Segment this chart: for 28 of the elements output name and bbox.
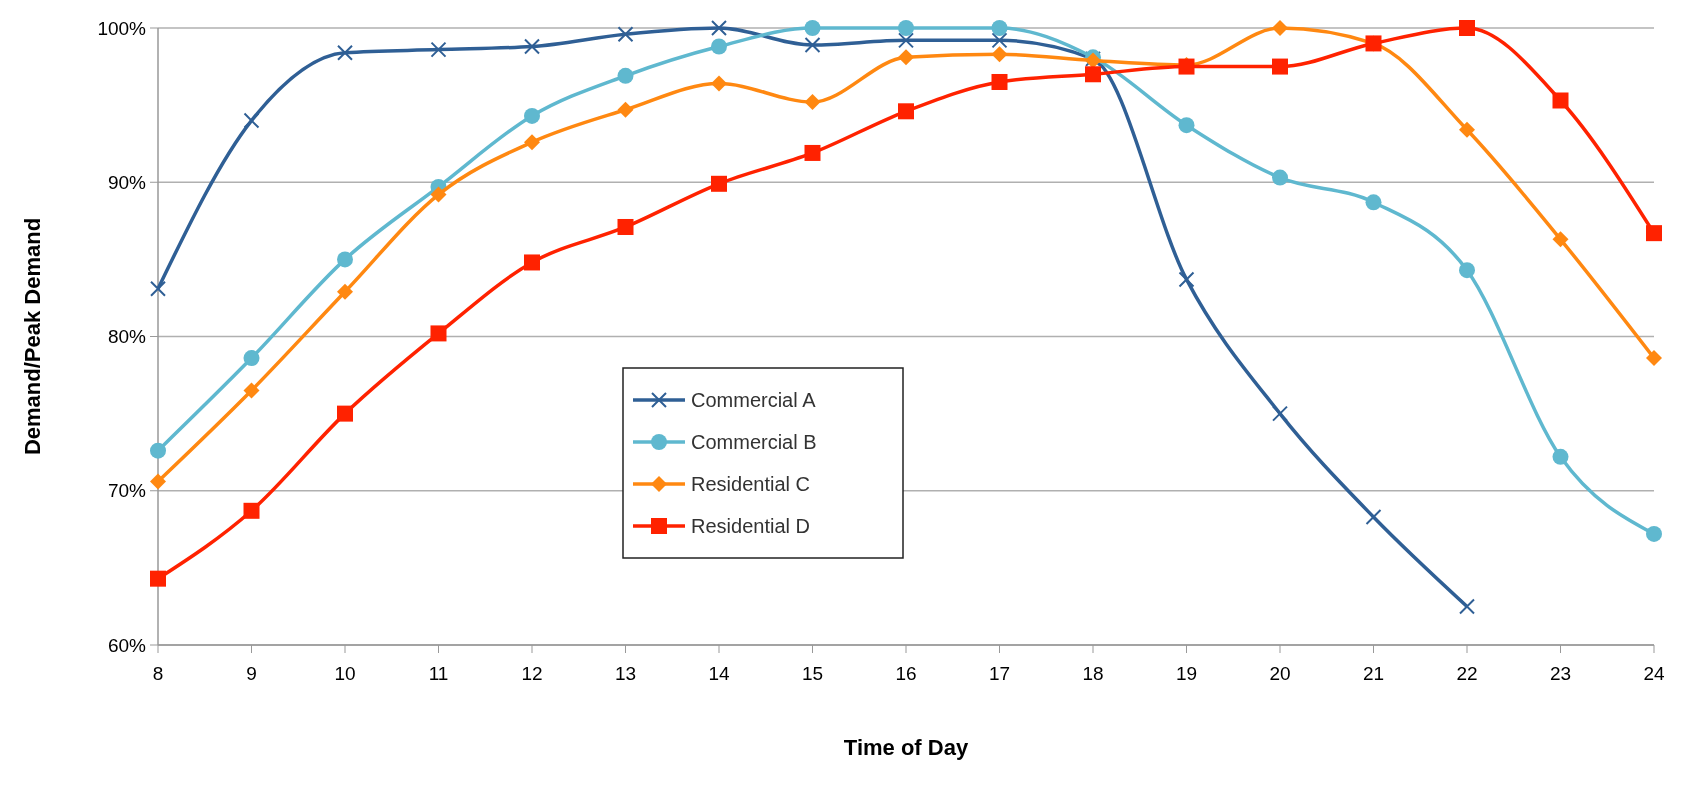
x-tick-label: 22 xyxy=(1456,663,1478,684)
x-tick-label: 24 xyxy=(1643,663,1665,684)
y-tick-label: 80% xyxy=(107,326,147,348)
y-axis-title: Demand/Peak Demand xyxy=(20,217,45,456)
x-tick-label: 18 xyxy=(1082,663,1104,684)
y-tick-label: 70% xyxy=(107,480,147,502)
y-tick-label: 100% xyxy=(97,17,147,39)
x-tick-label: 20 xyxy=(1269,663,1291,684)
legend-label: Residential D xyxy=(691,515,810,537)
x-tick-label: 19 xyxy=(1175,663,1198,684)
x-tick-label: 23 xyxy=(1549,663,1572,684)
legend-label: Residential C xyxy=(691,473,810,495)
x-tick-label: 14 xyxy=(708,663,730,684)
legend-label: Commercial A xyxy=(691,389,817,411)
x-tick-label: 17 xyxy=(988,663,1011,684)
x-tick-label: 12 xyxy=(521,663,543,684)
x-tick-label: 11 xyxy=(428,663,449,684)
x-tick-label: 15 xyxy=(801,663,824,684)
y-tick-label: 90% xyxy=(107,171,147,193)
legend-label: Commercial B xyxy=(691,431,817,453)
x-tick-label: 8 xyxy=(152,663,164,684)
x-tick-label: 10 xyxy=(334,663,356,684)
x-axis-title: Time of Day xyxy=(843,735,969,760)
x-tick-label: 13 xyxy=(614,663,637,684)
x-tick-label: 21 xyxy=(1362,663,1385,684)
y-tick-label: 60% xyxy=(107,634,147,656)
x-tick-label: 9 xyxy=(246,663,257,684)
x-tick-label: 16 xyxy=(895,663,917,684)
